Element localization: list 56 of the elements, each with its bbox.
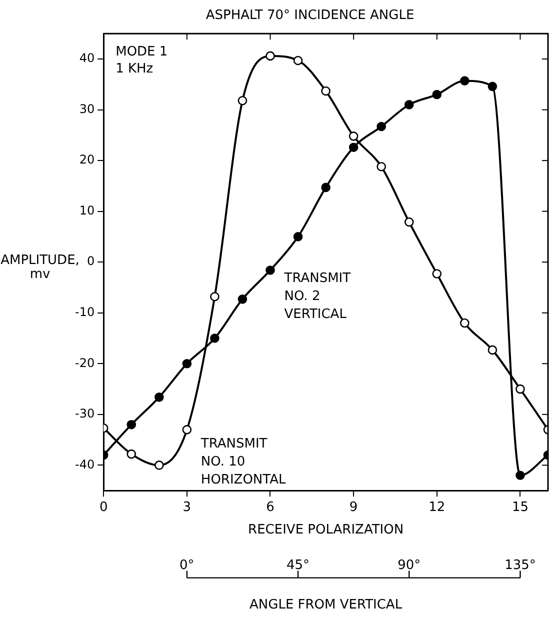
point	[376, 162, 386, 172]
point	[321, 86, 330, 96]
point	[154, 460, 164, 470]
y-tick-label: -20	[74, 356, 95, 370]
y-tick-label: 30	[79, 102, 95, 116]
x2-tick-label: 0°	[180, 558, 194, 573]
point	[488, 82, 498, 92]
point	[516, 470, 525, 480]
point	[432, 90, 442, 100]
x2-tick-label: 135°	[504, 558, 536, 573]
point	[154, 392, 164, 402]
point	[210, 292, 220, 302]
point	[321, 182, 330, 192]
point	[516, 384, 525, 394]
point	[293, 232, 303, 242]
point	[182, 425, 192, 434]
y-tick-label: 10	[79, 203, 95, 218]
point	[348, 132, 358, 141]
y-tick-label: 0	[86, 254, 95, 268]
y-tick-label: -10	[74, 305, 95, 320]
y-tick-label: 40	[79, 51, 95, 66]
x2-axis-title: ANGLE FROM VERTICAL	[250, 598, 403, 613]
point	[238, 294, 248, 304]
point	[266, 266, 275, 275]
annotation: MODE 1 1 KHz	[116, 44, 168, 76]
x-axis-title: RECEIVE POLARIZATION	[248, 522, 404, 538]
point	[238, 96, 248, 106]
x-tick-label: 12	[428, 500, 446, 515]
y-tick-label: -40	[74, 457, 95, 472]
x-tick-label: 3	[182, 500, 192, 515]
x-tick-label: 15	[512, 500, 528, 515]
series-label: TRANSMIT NO. 2 VERTICAL	[283, 271, 351, 322]
point	[266, 51, 275, 61]
x-tick-label: 6	[266, 500, 274, 515]
point	[460, 318, 470, 328]
point	[488, 345, 498, 355]
point	[404, 217, 414, 227]
point	[293, 56, 303, 66]
y-tick-label: -30	[74, 406, 95, 421]
x2-tick-label: 45°	[286, 558, 310, 573]
point	[404, 100, 414, 110]
x-tick-label: 9	[349, 500, 358, 515]
y-axis-title: AMPLITUDE, mv	[0, 252, 80, 282]
point	[126, 449, 136, 459]
point	[182, 359, 192, 368]
point	[376, 122, 386, 132]
point	[126, 420, 136, 430]
series-label: TRANSMIT NO. 10 HORIZONTAL	[200, 436, 286, 488]
point	[460, 76, 470, 86]
x2-tick-label: 90°	[398, 558, 421, 573]
chart-title: ASPHALT 70° INCIDENCE ANGLE	[206, 8, 414, 24]
point	[210, 334, 220, 343]
point	[432, 269, 442, 278]
y-tick-label: 20	[79, 152, 95, 167]
x-tick-label: 0	[99, 500, 108, 515]
point	[348, 142, 358, 152]
